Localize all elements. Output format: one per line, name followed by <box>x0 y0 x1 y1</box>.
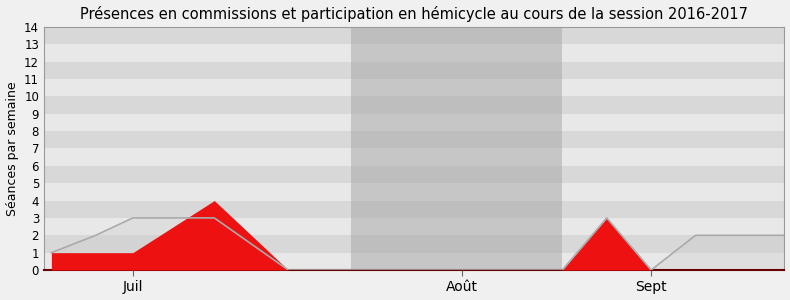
Bar <box>44 235 784 253</box>
Bar <box>44 114 784 131</box>
Bar <box>44 148 784 166</box>
Title: Présences en commissions et participation en hémicycle au cours de la session 20: Présences en commissions et participatio… <box>81 6 748 22</box>
Bar <box>44 44 784 62</box>
Bar <box>44 166 784 183</box>
Bar <box>44 79 784 96</box>
Bar <box>44 183 784 201</box>
Bar <box>44 218 784 235</box>
Bar <box>44 61 784 79</box>
Bar <box>44 253 784 270</box>
Bar <box>44 27 784 44</box>
Bar <box>44 96 784 114</box>
Bar <box>352 27 562 270</box>
Bar <box>44 131 784 148</box>
Bar <box>44 201 784 218</box>
Y-axis label: Séances par semaine: Séances par semaine <box>6 81 18 216</box>
